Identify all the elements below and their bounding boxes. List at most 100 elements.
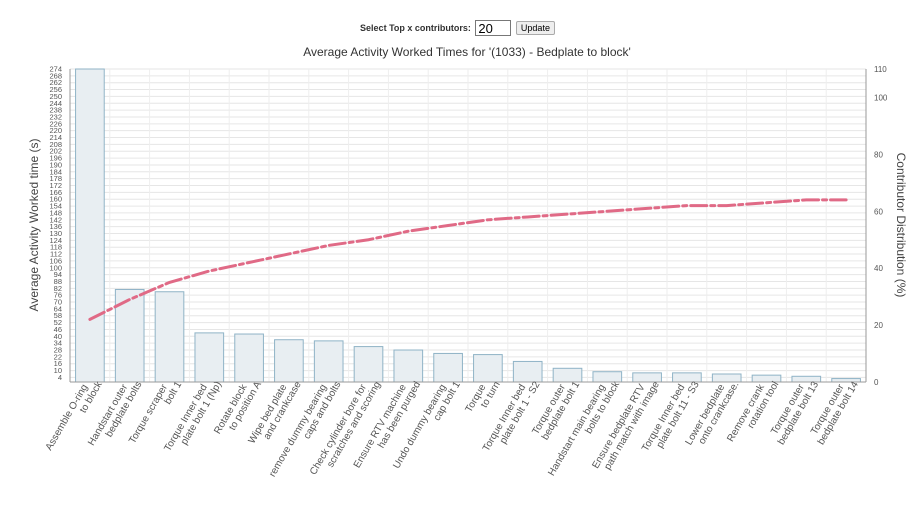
- line-point[interactable]: [606, 210, 609, 213]
- x-tick-label: Assemble O-ring: [44, 383, 91, 453]
- bar[interactable]: [791, 375, 822, 383]
- line-point[interactable]: [367, 238, 370, 241]
- y-tick-label: 214: [49, 133, 62, 142]
- bar[interactable]: [512, 360, 543, 383]
- y-tick-label: 28: [54, 346, 62, 355]
- y-tick-label: 52: [54, 318, 62, 327]
- y-axis-label: Average Activity Worked time (s): [27, 139, 41, 312]
- line-point[interactable]: [765, 201, 768, 204]
- y2-tick-label: 80: [874, 150, 883, 159]
- y-tick-label: 268: [49, 71, 62, 80]
- y-tick-label: 178: [49, 174, 62, 183]
- y-tick-label: 238: [49, 106, 62, 115]
- bar[interactable]: [632, 372, 662, 383]
- bar[interactable]: [393, 349, 424, 383]
- y2-tick-label: 60: [874, 207, 883, 216]
- line-point[interactable]: [725, 204, 728, 207]
- line-point[interactable]: [168, 281, 171, 284]
- distribution-line: [88, 198, 848, 321]
- bar[interactable]: [313, 340, 344, 383]
- bar[interactable]: [473, 354, 503, 383]
- y-tick-label: 166: [49, 188, 62, 197]
- y2-tick-label: 100: [874, 93, 888, 102]
- y-tick-label: 88: [54, 277, 62, 286]
- y-tick-label: 112: [50, 250, 62, 259]
- line-point[interactable]: [646, 207, 649, 210]
- y-tick-label: 34: [54, 339, 62, 348]
- bar[interactable]: [194, 332, 225, 383]
- y-tick-label: 250: [49, 92, 62, 101]
- bar[interactable]: [433, 352, 463, 383]
- top-x-input[interactable]: [475, 20, 512, 36]
- y-tick-label: 10: [54, 366, 62, 375]
- y-tick-label: 70: [54, 298, 62, 307]
- y2-tick-label: 20: [874, 321, 883, 330]
- y-tick-label: 4: [58, 373, 62, 382]
- line-point[interactable]: [447, 224, 450, 227]
- bar[interactable]: [672, 372, 702, 383]
- y-tick-label: 190: [49, 160, 62, 169]
- y-tick-label: 244: [49, 99, 62, 108]
- y-tick-label: 106: [49, 256, 62, 265]
- y2-tick-label: 0: [874, 378, 879, 387]
- bar[interactable]: [831, 378, 861, 383]
- y-tick-label: 226: [49, 119, 62, 128]
- bar[interactable]: [711, 373, 742, 383]
- line-point[interactable]: [248, 261, 251, 264]
- y-tick-label: 16: [54, 359, 62, 368]
- line-point[interactable]: [407, 230, 410, 233]
- y-tick-label: 64: [54, 304, 62, 313]
- y-tick-label: 118: [50, 243, 62, 252]
- y-tick-label: 160: [49, 195, 62, 204]
- line-point[interactable]: [327, 244, 330, 247]
- bar[interactable]: [234, 333, 264, 383]
- y-tick-label: 274: [49, 65, 62, 74]
- line-point[interactable]: [526, 215, 529, 218]
- line-point[interactable]: [805, 198, 808, 201]
- y-tick-label: 148: [49, 208, 62, 217]
- y-tick-label: 76: [54, 291, 62, 300]
- grid: [69, 68, 867, 382]
- y-tick-label: 124: [49, 236, 62, 245]
- update-button[interactable]: Update: [515, 21, 555, 35]
- chart-title: Average Activity Worked Times for '(1033…: [303, 45, 631, 59]
- y-tick-label: 58: [54, 311, 62, 320]
- top-contributors-control: Select Top x contributors: Update: [0, 20, 915, 36]
- y-tick-label: 196: [49, 154, 62, 163]
- y-tick-label: 262: [49, 78, 62, 87]
- bar[interactable]: [75, 68, 105, 383]
- y-tick-label: 94: [54, 270, 62, 279]
- bars: [75, 68, 861, 383]
- line-point[interactable]: [685, 204, 688, 207]
- top-x-label: Select Top x contributors:: [360, 23, 471, 33]
- line-point[interactable]: [566, 213, 569, 216]
- line-point[interactable]: [486, 218, 489, 221]
- y-tick-label: 100: [49, 263, 62, 272]
- distribution-line-path: [88, 198, 848, 321]
- y-tick-label: 172: [49, 181, 62, 190]
- y2-tick-label: 110: [874, 65, 887, 74]
- bar[interactable]: [552, 367, 583, 383]
- y-tick-label: 232: [49, 112, 62, 121]
- line-point[interactable]: [287, 252, 290, 255]
- y-tick-label: 130: [49, 229, 62, 238]
- bar[interactable]: [154, 291, 185, 383]
- y-tick-label: 46: [54, 325, 62, 334]
- y-tick-label: 256: [49, 85, 62, 94]
- y-tick-label: 40: [54, 332, 62, 341]
- y2-tick-label: 40: [874, 264, 883, 273]
- bar[interactable]: [274, 339, 304, 383]
- y-tick-label: 208: [49, 140, 62, 149]
- y-tick-label: 22: [54, 352, 62, 361]
- line-point[interactable]: [845, 198, 848, 201]
- y-tick-label: 136: [49, 222, 62, 231]
- y-tick-label: 220: [49, 126, 62, 135]
- y-tick-label: 82: [54, 284, 62, 293]
- bar[interactable]: [592, 371, 623, 383]
- bar[interactable]: [353, 346, 384, 383]
- line-point[interactable]: [88, 318, 91, 321]
- bar[interactable]: [751, 374, 782, 383]
- line-point[interactable]: [208, 270, 211, 273]
- line-point[interactable]: [128, 298, 131, 301]
